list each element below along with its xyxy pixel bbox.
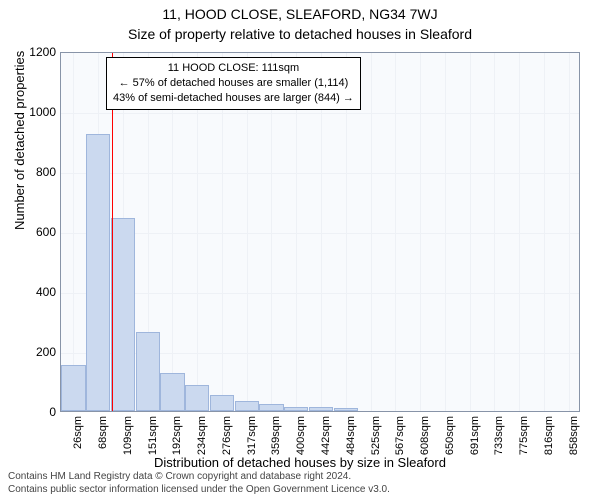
x-tick-label: 276sqm [221, 416, 233, 456]
chart-area: 11 HOOD CLOSE: 111sqm← 57% of detached h… [60, 52, 580, 412]
x-tick-label: 317sqm [246, 416, 258, 456]
x-tick-label: 775sqm [518, 416, 530, 456]
y-tick-label: 200 [16, 345, 56, 359]
histogram-bar [210, 395, 234, 412]
gridline-h [61, 293, 579, 294]
gridline-v [420, 53, 421, 411]
gridline-v [494, 53, 495, 411]
y-axis-label: Number of detached properties [12, 51, 27, 230]
gridline-h [61, 233, 579, 234]
y-tick-label: 1000 [16, 105, 56, 119]
histogram-bar [61, 365, 85, 412]
y-tick-label: 400 [16, 285, 56, 299]
x-tick-label: 359sqm [270, 416, 282, 456]
gridline-v [519, 53, 520, 411]
x-tick-label: 858sqm [568, 416, 580, 456]
x-tick-label: 442sqm [320, 416, 332, 456]
x-tick-label: 484sqm [345, 416, 357, 456]
footer-line-1: Contains HM Land Registry data © Crown c… [8, 471, 390, 484]
annotation-line: ← 57% of detached houses are smaller (1,… [113, 76, 354, 91]
gridline-v [544, 53, 545, 411]
x-tick-label: 151sqm [147, 416, 159, 456]
histogram-bar [86, 134, 110, 412]
x-tick-label: 816sqm [543, 416, 555, 456]
y-tick-label: 1200 [16, 45, 56, 59]
histogram-bar [309, 407, 333, 411]
y-tick-label: 0 [16, 405, 56, 419]
histogram-bar [111, 218, 135, 412]
annotation-line: 11 HOOD CLOSE: 111sqm [113, 61, 354, 76]
page-title-main: 11, HOOD CLOSE, SLEAFORD, NG34 7WJ [0, 0, 600, 22]
histogram-bar [259, 404, 283, 411]
histogram-bar [334, 408, 358, 411]
footer-attribution: Contains HM Land Registry data © Crown c… [8, 471, 390, 496]
x-tick-label: 525sqm [370, 416, 382, 456]
x-tick-label: 608sqm [419, 416, 431, 456]
x-tick-label: 192sqm [171, 416, 183, 456]
annotation-line: 43% of semi-detached houses are larger (… [113, 91, 354, 106]
x-tick-label: 109sqm [122, 416, 134, 456]
histogram-bar [284, 407, 308, 411]
x-tick-label: 26sqm [72, 416, 84, 456]
gridline-v [73, 53, 74, 411]
histogram-bar [160, 373, 184, 411]
annotation-box: 11 HOOD CLOSE: 111sqm← 57% of detached h… [106, 57, 361, 110]
gridline-v [470, 53, 471, 411]
gridline-h [61, 173, 579, 174]
y-tick-label: 800 [16, 165, 56, 179]
histogram-bar [136, 332, 160, 412]
histogram-bar [185, 385, 209, 411]
x-tick-label: 650sqm [444, 416, 456, 456]
gridline-v [371, 53, 372, 411]
gridline-v [569, 53, 570, 411]
x-tick-label: 400sqm [295, 416, 307, 456]
x-tick-label: 567sqm [394, 416, 406, 456]
gridline-h [61, 113, 579, 114]
x-tick-label: 691sqm [469, 416, 481, 456]
y-tick-label: 600 [16, 225, 56, 239]
x-tick-label: 68sqm [97, 416, 109, 456]
plot-area: 11 HOOD CLOSE: 111sqm← 57% of detached h… [60, 52, 580, 412]
page-title-sub: Size of property relative to detached ho… [0, 22, 600, 42]
x-axis-label: Distribution of detached houses by size … [0, 455, 600, 470]
footer-line-2: Contains public sector information licen… [8, 484, 390, 497]
histogram-bar [235, 401, 259, 412]
x-tick-label: 234sqm [196, 416, 208, 456]
gridline-v [445, 53, 446, 411]
x-tick-label: 733sqm [493, 416, 505, 456]
gridline-v [395, 53, 396, 411]
